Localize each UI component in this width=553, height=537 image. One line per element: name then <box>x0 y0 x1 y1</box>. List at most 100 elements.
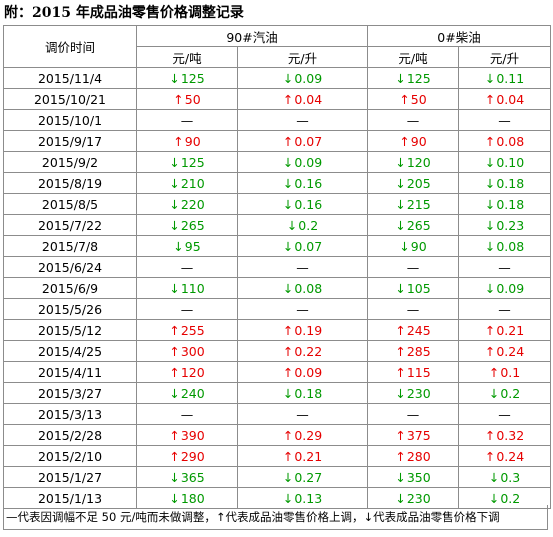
cell-value: 0.24 <box>496 343 525 359</box>
cell-g-ton: ↑255 <box>136 319 238 341</box>
cell-d-ton: ↓205 <box>367 172 460 194</box>
cell-d-l: ↑0.04 <box>458 88 552 110</box>
arrow-down-icon: ↓ <box>484 70 496 86</box>
cell-value: 245 <box>406 322 431 338</box>
cell-date: 2015/10/1 <box>3 109 137 131</box>
cell-value: 0.2 <box>500 490 521 506</box>
arrow-down-icon: ↓ <box>282 154 294 170</box>
cell-value: 0.21 <box>294 448 323 464</box>
arrow-up-icon: ↑ <box>484 133 496 149</box>
cell-value: 0.18 <box>294 385 323 401</box>
cell-value: 365 <box>180 469 205 485</box>
cell-g-ton: ↓180 <box>136 487 238 509</box>
arrow-up-icon: ↑ <box>282 427 294 443</box>
cell-value: 0.10 <box>496 154 525 170</box>
table-row: 2015/10/1 — — — — <box>3 109 552 131</box>
arrow-up-icon: ↑ <box>282 343 294 359</box>
cell-date: 2015/11/4 <box>3 67 137 89</box>
cell-value: 0.18 <box>496 196 525 212</box>
cell-d-ton: ↓350 <box>367 466 460 488</box>
cell-d-ton: ↑90 <box>367 130 460 152</box>
cell-value: — <box>296 301 309 317</box>
arrow-down-icon: ↓ <box>169 70 180 86</box>
cell-d-l: — <box>458 298 552 320</box>
cell-date: 2015/9/17 <box>3 130 137 152</box>
cell-d-ton: ↓265 <box>367 214 460 236</box>
header-diesel: 0#柴油 <box>367 25 552 47</box>
cell-date: 2015/4/11 <box>3 361 137 383</box>
cell-value: 350 <box>406 469 431 485</box>
cell-g-ton: ↓125 <box>136 151 238 173</box>
arrow-down-icon: ↓ <box>169 280 180 296</box>
arrow-down-icon: ↓ <box>395 217 406 233</box>
cell-value: — <box>180 301 194 317</box>
cell-value: 0.22 <box>294 343 323 359</box>
cell-value: — <box>180 259 194 275</box>
cell-d-ton: ↑375 <box>367 424 460 446</box>
cell-d-l: ↓0.18 <box>458 172 552 194</box>
table-row: 2015/3/27 ↓240 ↓0.18 ↓230 ↓0.2 <box>3 382 552 404</box>
cell-d-ton: ↑50 <box>367 88 460 110</box>
arrow-down-icon: ↓ <box>395 280 406 296</box>
cell-value: 390 <box>180 427 205 443</box>
cell-value: 0.08 <box>496 238 525 254</box>
cell-date: 2015/2/10 <box>3 445 137 467</box>
cell-date: 2015/7/22 <box>3 214 137 236</box>
cell-d-l: ↑0.1 <box>458 361 552 383</box>
cell-d-l: ↑0.32 <box>458 424 552 446</box>
table-row: 2015/5/26 — — — — <box>3 298 552 320</box>
cell-value: 0.07 <box>294 133 323 149</box>
cell-d-l: ↓0.08 <box>458 235 552 257</box>
cell-d-ton: ↓105 <box>367 277 460 299</box>
table-row: 2015/6/9 ↓110 ↓0.08 ↓105 ↓0.09 <box>3 277 552 299</box>
cell-g-ton: — <box>136 256 238 278</box>
arrow-down-icon: ↓ <box>395 175 406 191</box>
header-gasoline-unit-liter: 元/升 <box>236 46 369 68</box>
cell-g-l: ↑0.04 <box>236 88 369 110</box>
table-row: 2015/6/24 — — — — <box>3 256 552 278</box>
cell-d-l: ↓0.3 <box>458 466 552 488</box>
cell-value: 0.18 <box>496 175 525 191</box>
cell-g-ton: ↑390 <box>136 424 238 446</box>
cell-date: 2015/1/13 <box>3 487 137 509</box>
cell-g-l: ↑0.22 <box>236 340 369 362</box>
cell-date: 2015/6/9 <box>3 277 137 299</box>
cell-value: — <box>498 301 511 317</box>
cell-g-ton: ↓210 <box>136 172 238 194</box>
cell-value: 180 <box>180 490 205 506</box>
cell-value: 0.2 <box>500 385 521 401</box>
arrow-up-icon: ↑ <box>399 133 410 149</box>
cell-value: — <box>498 406 511 422</box>
cell-date: 2015/7/8 <box>3 235 137 257</box>
price-adjustment-table: 调价时间 90#汽油 0#柴油 元/吨 元/升 元/吨 元/升 2015/11/… <box>3 25 552 509</box>
cell-value: 205 <box>406 175 431 191</box>
arrow-up-icon: ↑ <box>282 133 294 149</box>
cell-value: 0.1 <box>500 364 521 380</box>
cell-g-ton: — <box>136 109 238 131</box>
cell-g-l: ↑0.07 <box>236 130 369 152</box>
cell-g-l: ↓0.09 <box>236 67 369 89</box>
cell-date: 2015/5/26 <box>3 298 137 320</box>
footnote: —代表因调幅不足 50 元/吨而未做调整，↑代表成品油零售价格上调，↓代表成品油… <box>3 505 548 530</box>
arrow-down-icon: ↓ <box>399 238 410 254</box>
cell-value: 0.13 <box>294 490 323 506</box>
cell-g-l: ↓0.2 <box>236 214 369 236</box>
cell-g-ton: ↑290 <box>136 445 238 467</box>
arrow-down-icon: ↓ <box>286 217 298 233</box>
header-gasoline-unit-ton: 元/吨 <box>136 46 238 68</box>
page-title: 附：2015 年成品油零售价格调整记录 <box>4 5 244 21</box>
cell-d-ton: ↓125 <box>367 67 460 89</box>
arrow-down-icon: ↓ <box>488 469 500 485</box>
cell-value: 240 <box>180 385 205 401</box>
cell-value: 0.07 <box>294 238 323 254</box>
arrow-up-icon: ↑ <box>395 364 406 380</box>
cell-d-ton: ↑285 <box>367 340 460 362</box>
cell-value: 230 <box>406 385 431 401</box>
arrow-down-icon: ↓ <box>484 154 496 170</box>
cell-value: — <box>296 406 309 422</box>
cell-d-l: — <box>458 256 552 278</box>
cell-d-l: — <box>458 403 552 425</box>
cell-value: 0.3 <box>500 469 521 485</box>
cell-value: 230 <box>406 490 431 506</box>
cell-g-ton: ↓365 <box>136 466 238 488</box>
